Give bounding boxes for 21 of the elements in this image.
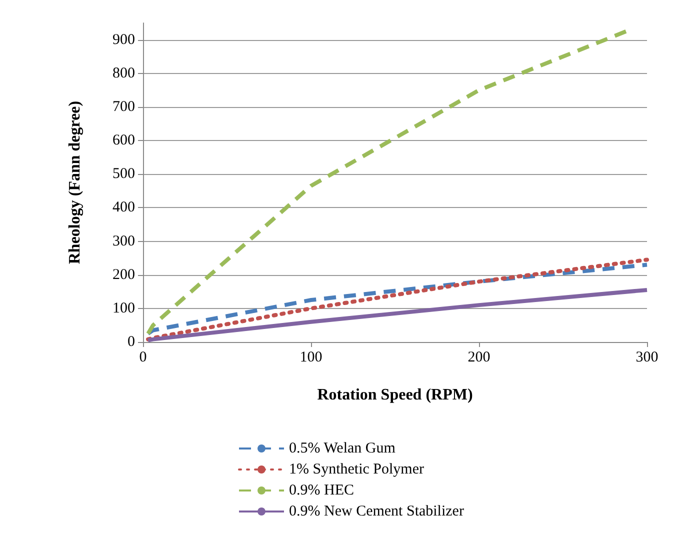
x-tick-label: 0 — [139, 350, 147, 366]
y-tick-label: 500 — [112, 166, 135, 182]
x-tick-label: 100 — [300, 350, 322, 366]
y-tick-label: 200 — [112, 266, 135, 283]
y-tick-label: 100 — [112, 300, 135, 316]
legend-label: 0.9% New Cement Stabilizer — [289, 504, 464, 520]
y-tick-label: 0 — [128, 334, 135, 350]
y-tick-label: 300 — [112, 233, 135, 250]
y-tick-label: 400 — [112, 200, 135, 216]
y-tick-label: 600 — [112, 132, 135, 149]
x-tick-label: 200 — [468, 350, 490, 366]
y-axis-title: Rheology (Fann degree) — [66, 100, 84, 264]
x-tick-label: 300 — [636, 350, 658, 366]
y-tick-label: 800 — [112, 65, 135, 82]
y-tick-label: 900 — [112, 32, 135, 48]
line-series — [146, 288, 649, 342]
legend-label: 0.9% HEC — [289, 482, 354, 498]
x-axis-title: Rotation Speed (RPM) — [317, 386, 473, 404]
legend-label: 1% Synthetic Polymer — [289, 462, 424, 478]
legend-label: 0.5% Welan Gum — [289, 440, 396, 456]
y-tick-label: 700 — [112, 98, 135, 115]
